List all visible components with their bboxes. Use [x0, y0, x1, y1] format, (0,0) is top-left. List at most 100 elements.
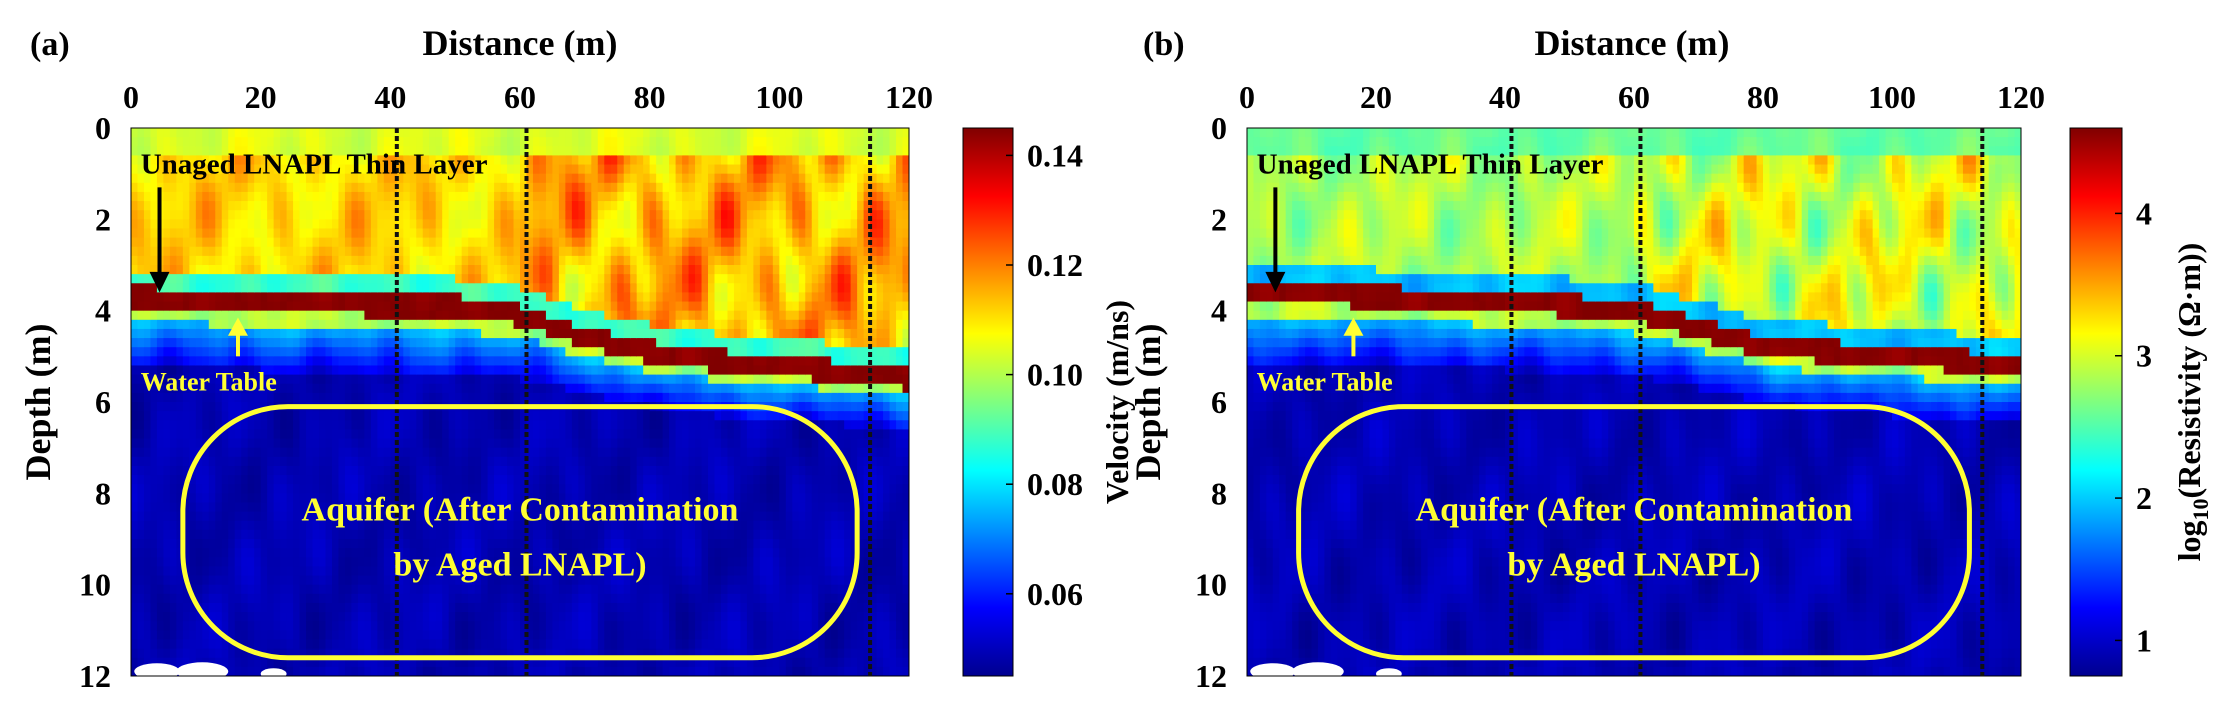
heatmap-cell: [526, 301, 534, 312]
heatmap-cell: [636, 392, 644, 403]
heatmap-cell: [189, 310, 197, 321]
heatmap-cell: [545, 630, 554, 641]
heatmap-cell: [370, 265, 378, 275]
heatmap-cell: [319, 456, 327, 467]
heatmap-cell: [396, 246, 404, 257]
heatmap-cell: [234, 621, 242, 631]
heatmap-cell: [150, 182, 158, 193]
heatmap-cell: [416, 383, 424, 394]
heatmap-cell: [526, 657, 534, 668]
heatmap-cell: [241, 402, 249, 412]
heatmap-cell: [176, 265, 184, 275]
heatmap-cell: [468, 265, 476, 275]
heatmap-cell: [215, 657, 223, 668]
heatmap-cell: [662, 520, 670, 531]
heatmap-cell: [636, 465, 644, 476]
heatmap-cell: [597, 438, 605, 449]
heatmap-cell: [331, 648, 340, 659]
heatmap-cell: [429, 557, 437, 567]
heatmap-cell: [319, 557, 327, 567]
heatmap-cell: [558, 246, 566, 257]
heatmap-cell: [280, 292, 288, 303]
heatmap-cell: [487, 420, 495, 430]
heatmap-cell: [500, 639, 508, 650]
heatmap-cell: [273, 365, 281, 376]
heatmap-cell: [137, 338, 145, 348]
heatmap-cell: [312, 292, 320, 303]
heatmap-cell: [254, 210, 262, 220]
heatmap-cell: [604, 146, 612, 156]
heatmap-cell: [571, 301, 579, 312]
heatmap-cell: [526, 621, 534, 631]
heatmap-cell: [344, 420, 353, 430]
heatmap-cell: [176, 383, 184, 394]
heatmap-cell: [396, 173, 404, 184]
heatmap-cell: [202, 602, 210, 613]
heatmap-cell: [455, 502, 463, 513]
heatmap-cell: [422, 219, 430, 230]
heatmap-cell: [520, 228, 528, 239]
heatmap-cell: [630, 255, 638, 266]
heatmap-cell: [131, 593, 139, 604]
heatmap-cell: [435, 383, 443, 394]
heatmap-cell: [234, 456, 242, 467]
heatmap-cell: [150, 228, 158, 239]
heatmap-cell: [623, 128, 631, 138]
heatmap-cell: [448, 155, 456, 166]
heatmap-cell: [169, 164, 177, 175]
heatmap-cell: [442, 420, 450, 430]
heatmap-cell: [468, 219, 476, 230]
heatmap-cell: [344, 493, 353, 504]
heatmap-cell: [604, 155, 612, 166]
heatmap-cell: [571, 612, 579, 622]
heatmap-cell: [656, 128, 664, 138]
heatmap-cell: [636, 255, 644, 266]
heatmap-cell: [156, 484, 165, 494]
heatmap-cell: [156, 301, 165, 312]
heatmap-cell: [357, 246, 365, 257]
heatmap-cell: [182, 429, 190, 440]
heatmap-cell: [202, 319, 210, 330]
heatmap-cell: [293, 502, 301, 513]
heatmap-cell: [150, 475, 158, 485]
heatmap-cell: [500, 630, 508, 641]
heatmap-cell: [241, 602, 249, 613]
heatmap-cell: [435, 630, 443, 641]
heatmap-cell: [500, 182, 508, 193]
heatmap-cell: [409, 548, 417, 558]
heatmap-cell: [636, 338, 644, 348]
heatmap-cell: [526, 648, 534, 659]
heatmap-cell: [150, 383, 158, 394]
heatmap-cell: [344, 593, 353, 604]
heatmap-cell: [597, 292, 605, 303]
heatmap-cell: [481, 374, 489, 385]
heatmap-cell: [520, 566, 528, 577]
heatmap-cell: [221, 328, 229, 339]
heatmap-cell: [383, 648, 391, 659]
heatmap-cell: [299, 621, 307, 631]
heatmap-cell: [267, 566, 275, 577]
heatmap-cell: [306, 265, 314, 275]
heatmap-cell: [500, 191, 508, 202]
heatmap-cell: [636, 648, 644, 659]
heatmap-cell: [643, 246, 651, 257]
heatmap-cell: [507, 639, 515, 650]
heatmap-cell: [448, 338, 456, 348]
heatmap-cell: [208, 301, 216, 312]
heatmap-cell: [623, 182, 631, 193]
heatmap-cell: [325, 612, 333, 622]
heatmap-cell: [351, 593, 359, 604]
heatmap-cell: [532, 246, 541, 257]
heatmap-cell: [228, 593, 236, 604]
heatmap-cell: [163, 155, 171, 166]
heatmap-cell: [481, 283, 489, 293]
heatmap-cell: [429, 429, 437, 440]
heatmap-cell: [617, 328, 625, 339]
heatmap-cell: [338, 575, 346, 586]
heatmap-cell: [429, 338, 437, 348]
heatmap-cell: [552, 374, 560, 385]
heatmap-cell: [208, 219, 216, 230]
heatmap-cell: [435, 338, 443, 348]
heatmap-cell: [306, 584, 314, 595]
heatmap-cell: [280, 465, 288, 476]
